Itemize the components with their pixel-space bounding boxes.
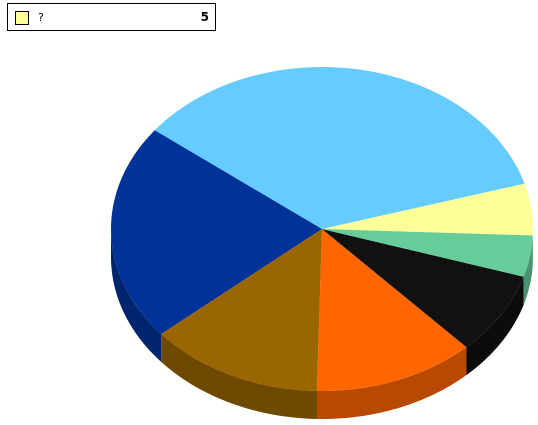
pie-slice-side-7 — [523, 235, 533, 305]
pie-slice-4[interactable] — [161, 229, 322, 391]
pie-slice-7[interactable] — [322, 229, 533, 277]
tooltip-label: ? — [38, 11, 44, 24]
pie-slice-side-6 — [466, 276, 524, 376]
pie-slice-6[interactable] — [322, 229, 524, 348]
pie-slice-5[interactable] — [316, 229, 467, 391]
pie-slice-side-4 — [161, 333, 317, 419]
pie-depth — [111, 229, 533, 419]
pie-slice-1[interactable] — [322, 183, 533, 236]
tooltip-swatch — [15, 11, 29, 25]
tooltip-value: 5 — [200, 10, 209, 24]
pie-slice-side-5 — [316, 347, 467, 419]
pie-slice-2[interactable] — [154, 67, 525, 229]
pie-slice-3[interactable] — [111, 130, 322, 334]
slice-tooltip: ? 5 — [7, 3, 216, 31]
pie-slice-side-3 — [111, 229, 162, 362]
pie-top — [111, 67, 533, 391]
